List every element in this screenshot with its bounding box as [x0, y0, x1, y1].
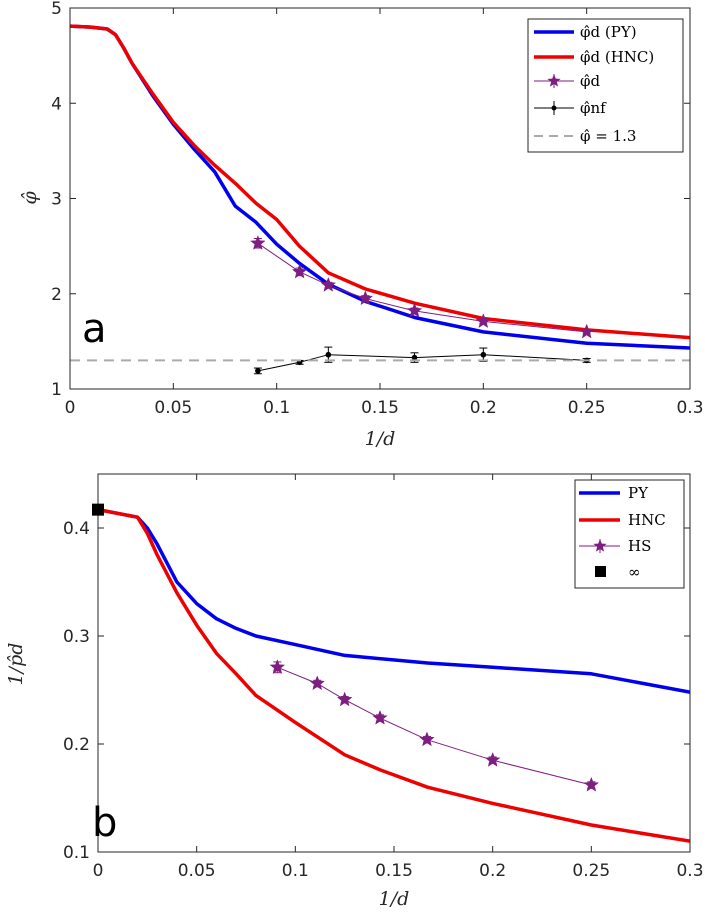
legend-a-star-marker [547, 74, 561, 87]
series-a-3-line [257, 354, 587, 372]
panel-b-plot-area [98, 507, 690, 843]
xtick-label-b: 0.15 [375, 861, 413, 881]
panel-a-legend: φ̂d (PY) φ̂d (HNC) φ̂d φ̂nf φ̂ = 1.3 [527, 18, 684, 153]
legend-a-phid-label: φ̂d [580, 72, 601, 90]
panel-b-ticks: 0 0.05 0.1 0.15 0.2 0.25 0.3 0.1 0.2 0.3 0.4 [63, 474, 704, 881]
xtick-label-b: 0.05 [178, 861, 216, 881]
series-b-2-point [583, 776, 600, 792]
xtick-label-a: 0.1 [263, 398, 290, 418]
ytick-label-b: 0.1 [63, 843, 90, 863]
series-a-2-point [291, 263, 308, 279]
panel-a-chart: 0 0.05 0.1 0.15 0.2 0.25 0.3 1 2 3 4 5 1/d φ̂ a φ̂d… [19, 0, 704, 450]
xtick-label-b: 0.25 [572, 861, 610, 881]
legend-a-star-swatch [534, 74, 574, 88]
series-a-2-point [578, 323, 595, 339]
series-a-1-line [70, 24, 690, 340]
series-a-3-point [480, 351, 487, 358]
panel-a-ticks: 0 0.05 0.1 0.15 0.2 0.25 0.3 1 2 3 4 5 [51, 0, 703, 418]
ytick-label-a: 1 [51, 380, 62, 400]
series-b-2-point [336, 691, 353, 707]
panel-b-legend-box [574, 479, 685, 589]
ytick-label-a: 5 [51, 0, 62, 19]
series-a-2-point [250, 235, 266, 250]
xtick-label-b: 0.1 [282, 861, 309, 881]
legend-b-star-marker [593, 539, 607, 552]
series-b-1-line [98, 507, 690, 843]
series-b-2-line [277, 666, 592, 786]
xtick-label-a: 0.15 [361, 398, 399, 418]
legend-b-py-label: PY [628, 484, 649, 502]
legend-b-hnc-label: HNC [628, 511, 666, 529]
ytick-label-a: 3 [51, 190, 62, 210]
series-b-2-point [309, 675, 326, 691]
series-a-3-point [255, 368, 261, 374]
legend-a-nf-swatch [534, 101, 574, 115]
ytick-label-a: 2 [51, 285, 62, 305]
series-a-2-point [406, 302, 423, 318]
panel-b-ylabel: 1/p̂d [5, 643, 27, 686]
legend-b-inf-swatch [595, 566, 606, 577]
panel-a-xlabel: 1/d [365, 428, 396, 450]
xtick-label-b: 0.3 [676, 861, 703, 881]
ytick-label-b: 0.4 [63, 519, 90, 539]
series-a-3-point [411, 354, 418, 361]
panel-a-label: a [82, 306, 107, 352]
xtick-label-a: 0 [65, 398, 76, 418]
series-a-2-point [475, 313, 492, 329]
xtick-label-b: 0.2 [479, 861, 506, 881]
series-a-2-point [357, 290, 374, 306]
legend-b-inf-label: ∞ [628, 563, 641, 581]
ytick-label-b: 0.2 [63, 735, 90, 755]
xtick-label-a: 0.2 [470, 398, 497, 418]
ytick-label-a: 4 [51, 94, 62, 114]
panel-b-chart: 0 0.05 0.1 0.15 0.2 0.25 0.3 0.1 0.2 0.3 0.4 1/d 1… [5, 473, 704, 910]
legend-a-hline-label: φ̂ = 1.3 [580, 127, 636, 145]
series-b-0-line [98, 507, 690, 694]
xtick-label-a: 0.3 [676, 398, 703, 418]
series-b-2-point [372, 709, 388, 725]
panel-b-label: b [92, 800, 117, 846]
series-b-2-point [419, 731, 435, 747]
xtick-label-a: 0.25 [568, 398, 606, 418]
ytick-label-b: 0.3 [63, 627, 90, 647]
panel-a-ylabel: φ̂ [19, 191, 41, 205]
legend-a-hnc-label: φ̂d (HNC) [580, 48, 654, 66]
series-b-2-point [269, 659, 286, 674]
panel-b-xlabel: 1/d [379, 888, 410, 910]
series-b-2-point [484, 752, 501, 767]
panel-b-legend: PY HNC HS ∞ [574, 479, 685, 589]
panel-a-plot-area [70, 24, 690, 375]
legend-a-py-label: φ̂d (PY) [580, 23, 637, 41]
legend-a-phinf-label: φ̂nf [580, 99, 607, 117]
series-b-3-point [92, 503, 104, 516]
xtick-label-a: 0.05 [154, 398, 192, 418]
series-a-2-point [320, 276, 337, 292]
series-a-3-point [325, 351, 332, 358]
xtick-label-b: 0 [93, 861, 104, 881]
legend-b-hs-swatch [579, 539, 620, 553]
legend-b-hs-label: HS [628, 537, 651, 555]
